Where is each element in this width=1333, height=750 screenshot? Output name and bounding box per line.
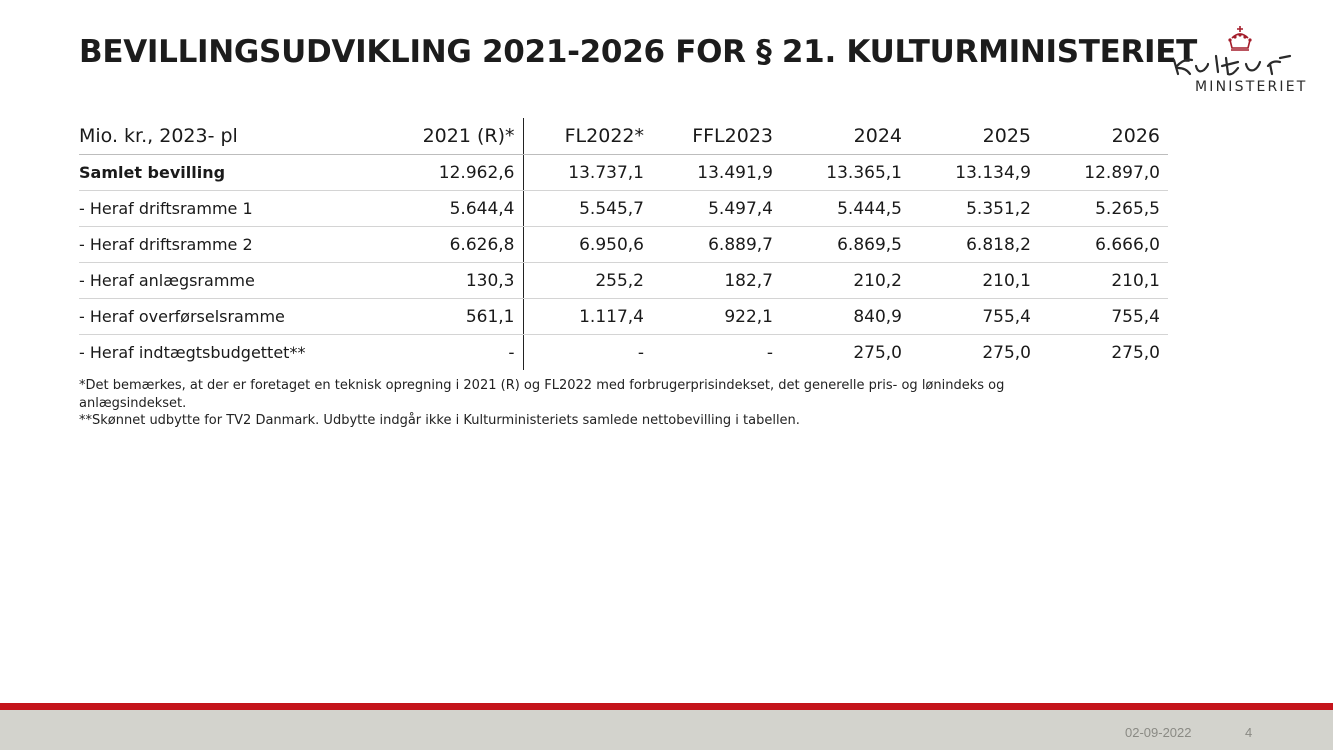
- table-cell: 6.818,2: [910, 226, 1039, 263]
- table-cell: 13.134,9: [910, 154, 1039, 191]
- table-cell: 6.950,6: [523, 226, 652, 263]
- table-cell: 13.365,1: [781, 154, 910, 191]
- row-label: - Heraf overførselsramme: [79, 298, 391, 335]
- table-cell: 755,4: [910, 298, 1039, 335]
- table-cell: 922,1: [652, 298, 781, 335]
- table-cell: 12.897,0: [1039, 154, 1168, 191]
- table-cell: -: [637, 342, 644, 363]
- row-label: - Heraf driftsramme 2: [79, 226, 391, 263]
- slide-title: BEVILLINGSUDVIKLING 2021-2026 FOR § 21. …: [79, 34, 1198, 70]
- footnote-2: **Skønnet udbytte for TV2 Danmark. Udbyt…: [79, 413, 800, 428]
- table-row: Samlet bevilling 12.962,6 13.737,1 13.49…: [79, 154, 1168, 191]
- table-cell: 12.962,6: [391, 154, 524, 191]
- table-cell: -: [391, 334, 524, 370]
- table-cell: 275,0: [982, 342, 1031, 363]
- table-cell: 275,0: [853, 342, 902, 363]
- row-label: Samlet bevilling: [79, 154, 391, 191]
- header-2025: 2025: [910, 118, 1039, 155]
- footer-accent-stripe: [0, 703, 1333, 710]
- row-label: - Heraf anlægsramme: [79, 262, 391, 299]
- table-cell: 13.737,1: [523, 154, 652, 191]
- table-cell: 5.351,2: [910, 190, 1039, 227]
- table-cell: 210,1: [1039, 262, 1168, 299]
- table-cell: 255,2: [523, 262, 652, 299]
- logo-text: MINISTERIET: [1195, 79, 1308, 95]
- page-number: 4: [1245, 725, 1253, 740]
- footer-date: 02-09-2022: [1125, 725, 1192, 740]
- table-cell: 210,1: [910, 262, 1039, 299]
- table-cell: 5.444,5: [781, 190, 910, 227]
- table-cell: 5.644,4: [391, 190, 524, 227]
- header-unit: Mio. kr., 2023- pl: [79, 118, 391, 155]
- header-2021: 2021 (R)*: [391, 118, 524, 155]
- table-cell: 5.497,4: [652, 190, 781, 227]
- table-header-row: Mio. kr., 2023- pl 2021 (R)* FL2022* FFL…: [79, 118, 1168, 155]
- header-ffl2023: FFL2023: [652, 118, 781, 155]
- table-row: - Heraf anlægsramme 130,3 255,2 182,7 21…: [79, 262, 1168, 299]
- table-row: - Heraf driftsramme 1 5.644,4 5.545,7 5.…: [79, 190, 1168, 227]
- footnote-1: *Det bemærkes, at der er foretaget en te…: [79, 378, 1005, 411]
- table-cell: 182,7: [652, 262, 781, 299]
- budget-table: Mio. kr., 2023- pl 2021 (R)* FL2022* FFL…: [79, 118, 1168, 370]
- table-cell: 275,0: [1111, 342, 1160, 363]
- table-cell: 5.545,7: [523, 190, 652, 227]
- table-cell: 6.869,5: [781, 226, 910, 263]
- table-row: - Heraf overførselsramme 561,1 1.117,4 9…: [79, 298, 1168, 335]
- ministry-logo: MINISTERIET: [1168, 22, 1313, 96]
- crown-icon: [1172, 26, 1292, 76]
- header-2024: 2024: [781, 118, 910, 155]
- table-cell: 1.117,4: [523, 298, 652, 335]
- footer-bar: [0, 710, 1333, 750]
- table-cell: 210,2: [781, 262, 910, 299]
- header-fl2022: FL2022*: [523, 118, 652, 155]
- table-cell: 6.626,8: [391, 226, 524, 263]
- footnotes: *Det bemærkes, at der er foretaget en te…: [79, 377, 1039, 430]
- table-cell: 561,1: [391, 298, 524, 335]
- header-2026: 2026: [1039, 118, 1168, 155]
- table-cell: 840,9: [781, 298, 910, 335]
- row-label: - Heraf indtægtsbudgettet**: [79, 343, 306, 362]
- table-cell: 6.666,0: [1039, 226, 1168, 263]
- row-label: - Heraf driftsramme 1: [79, 190, 391, 227]
- table-cell: -: [766, 342, 773, 363]
- table-cell: 130,3: [391, 262, 524, 299]
- table-row: - Heraf indtægtsbudgettet** - - - 275,0 …: [79, 334, 1168, 370]
- table-cell: 6.889,7: [652, 226, 781, 263]
- table-cell: 13.491,9: [652, 154, 781, 191]
- table-cell: 755,4: [1039, 298, 1168, 335]
- table-row: - Heraf driftsramme 2 6.626,8 6.950,6 6.…: [79, 226, 1168, 263]
- table-cell: 5.265,5: [1039, 190, 1168, 227]
